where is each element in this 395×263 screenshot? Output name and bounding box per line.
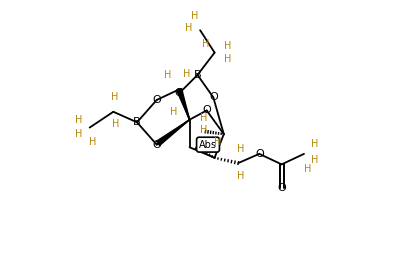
Text: H: H <box>237 171 245 181</box>
Text: H: H <box>112 119 120 129</box>
Text: H: H <box>75 115 83 125</box>
Text: H: H <box>75 129 82 139</box>
Text: O: O <box>255 149 264 159</box>
Text: H: H <box>224 54 231 64</box>
Text: H: H <box>304 164 312 174</box>
Text: H: H <box>311 155 319 165</box>
Text: H: H <box>200 113 208 123</box>
Text: O: O <box>152 140 161 150</box>
Text: H: H <box>111 92 118 102</box>
Text: O: O <box>175 88 183 98</box>
Text: O: O <box>209 92 218 102</box>
Text: O: O <box>202 105 211 115</box>
Text: H: H <box>214 137 221 147</box>
Text: H: H <box>237 144 245 154</box>
Polygon shape <box>177 89 190 120</box>
Text: H: H <box>164 70 171 80</box>
Text: O: O <box>277 183 286 193</box>
Text: H: H <box>224 41 231 51</box>
Text: H: H <box>88 137 96 147</box>
Text: Abs: Abs <box>199 140 217 150</box>
Polygon shape <box>156 120 190 145</box>
Text: H: H <box>170 107 178 117</box>
Text: H: H <box>183 69 191 79</box>
Text: H: H <box>311 139 319 149</box>
Text: B: B <box>133 117 141 127</box>
Text: H: H <box>202 39 209 49</box>
Text: O: O <box>152 95 161 105</box>
Text: H: H <box>200 125 208 135</box>
Text: H: H <box>191 11 199 21</box>
Text: B: B <box>194 70 201 80</box>
Text: H: H <box>184 23 192 33</box>
